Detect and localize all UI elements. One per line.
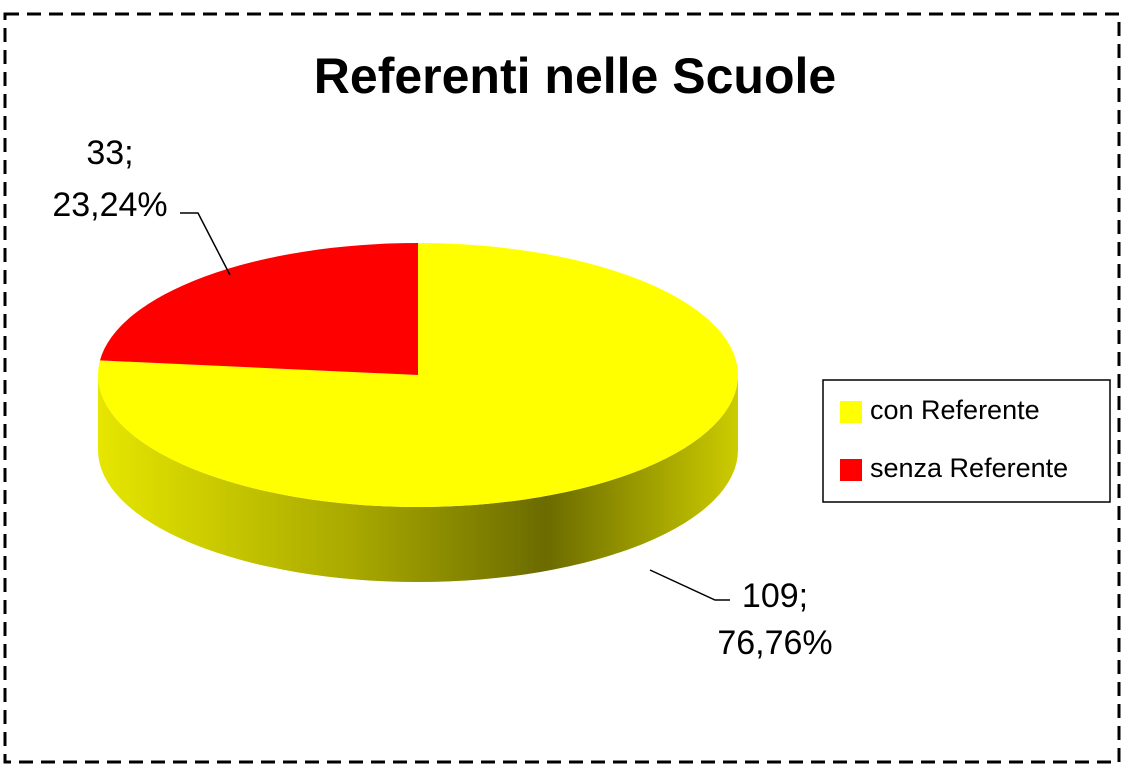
legend-label: senza Referente — [870, 453, 1068, 483]
data-label: 76,76% — [717, 624, 832, 662]
data-label: 33; — [86, 134, 133, 172]
data-label: 23,24% — [52, 186, 167, 224]
leader-line — [649, 569, 730, 601]
pie-slice — [99, 243, 418, 375]
legend-swatch — [840, 401, 862, 423]
legend-box — [822, 379, 1111, 503]
pie-side — [98, 375, 738, 582]
legend-swatch — [840, 459, 862, 481]
chart-title: Referenti nelle Scuole — [314, 48, 836, 104]
legend-label: con Referente — [870, 395, 1040, 425]
frame — [3, 12, 1121, 764]
data-label: 109; — [742, 577, 808, 615]
leader-line — [180, 212, 231, 276]
